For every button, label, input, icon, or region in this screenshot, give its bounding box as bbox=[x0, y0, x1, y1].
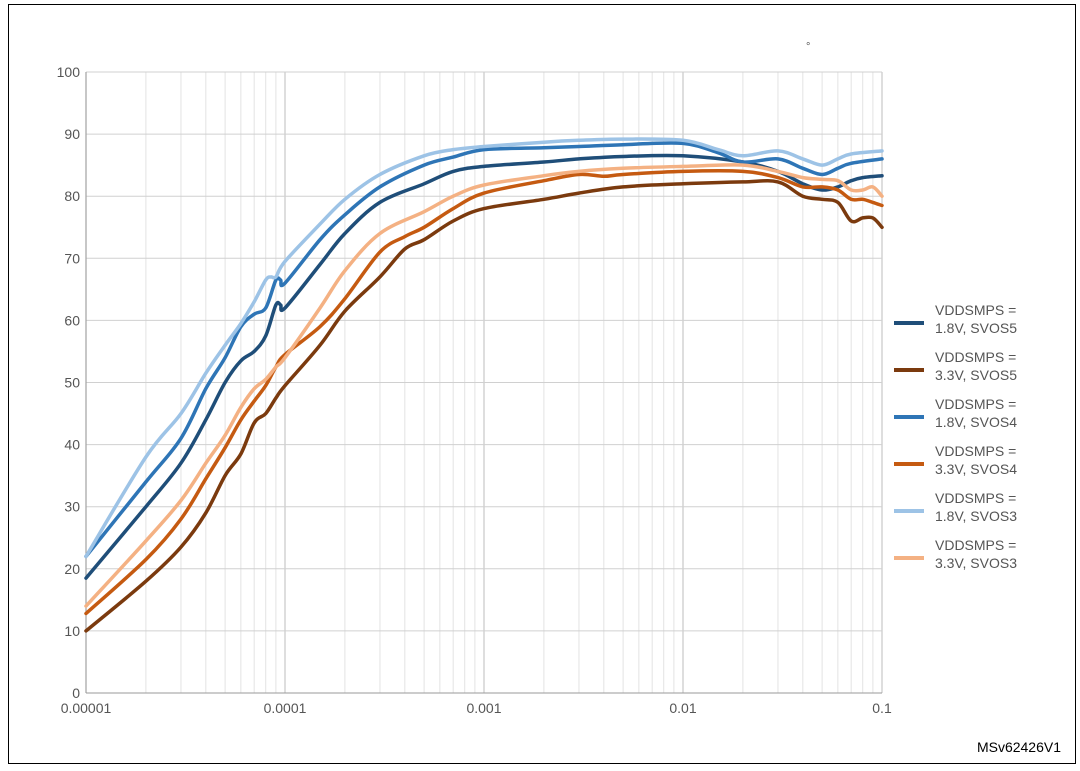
y-tick-label: 50 bbox=[64, 375, 80, 391]
series-line-5 bbox=[84, 137, 884, 559]
y-tick-label: 10 bbox=[64, 623, 80, 639]
series-line-6 bbox=[84, 163, 884, 608]
axes: 0 10 20 30 40 50 60 70 80 90 100 0.00001 0.0001 0.001… bbox=[57, 64, 892, 716]
y-tick-label: 70 bbox=[64, 250, 80, 266]
y-tick-label: 90 bbox=[64, 126, 80, 142]
x-tick-label: 0.001 bbox=[466, 700, 501, 716]
x-tick-label: 0.00001 bbox=[61, 700, 112, 716]
legend-item: VDDSMPS = 3.3V, SVOS5 bbox=[894, 349, 1017, 383]
legend-item: VDDSMPS = 1.8V, SVOS5 bbox=[894, 302, 1017, 336]
legend-label: VDDSMPS = 1.8V, SVOS3 bbox=[935, 490, 1017, 524]
figure-frame: 0 10 20 30 40 50 60 70 80 90 100 0.00001 0.0001 0.001… bbox=[8, 4, 1076, 764]
series-line-2 bbox=[84, 179, 884, 633]
legend-item: VDDSMPS = 1.8V, SVOS4 bbox=[894, 396, 1017, 430]
legend-item: VDDSMPS = 3.3V, SVOS3 bbox=[894, 537, 1017, 571]
y-tick-label: 100 bbox=[57, 64, 81, 80]
legend-item: VDDSMPS = 1.8V, SVOS3 bbox=[894, 490, 1017, 524]
y-tick-label: 0 bbox=[72, 685, 80, 701]
figure-credit: MSv62426V1 bbox=[976, 739, 1061, 755]
legend-label: VDDSMPS = 3.3V, SVOS3 bbox=[935, 537, 1017, 571]
y-tick-label: 20 bbox=[64, 561, 80, 577]
legend-item: VDDSMPS = 3.3V, SVOS4 bbox=[894, 443, 1017, 477]
series-line-4 bbox=[84, 169, 884, 616]
y-tick-label: 80 bbox=[64, 188, 80, 204]
line-chart: 0 10 20 30 40 50 60 70 80 90 100 0.00001 0.0001 0.001… bbox=[57, 64, 1018, 716]
series-line-3 bbox=[84, 141, 884, 559]
legend: VDDSMPS = 1.8V, SVOS5 VDDSMPS = 3.3V, SVOS5… bbox=[894, 302, 1017, 571]
series-lines bbox=[84, 137, 884, 633]
legend-label: VDDSMPS = 3.3V, SVOS4 bbox=[935, 443, 1017, 477]
y-tick-label: 30 bbox=[64, 499, 80, 515]
x-tick-label: 0.0001 bbox=[264, 700, 307, 716]
legend-label: VDDSMPS = 1.8V, SVOS5 bbox=[935, 302, 1017, 336]
legend-label: VDDSMPS = 1.8V, SVOS4 bbox=[935, 396, 1017, 430]
x-tick-label: 0.1 bbox=[872, 700, 892, 716]
legend-label: VDDSMPS = 3.3V, SVOS5 bbox=[935, 349, 1017, 383]
x-tick-label: 0.01 bbox=[669, 700, 696, 716]
y-tick-label: 40 bbox=[64, 437, 80, 453]
degree-marker: ° bbox=[806, 41, 811, 53]
y-tick-label: 60 bbox=[64, 312, 80, 328]
